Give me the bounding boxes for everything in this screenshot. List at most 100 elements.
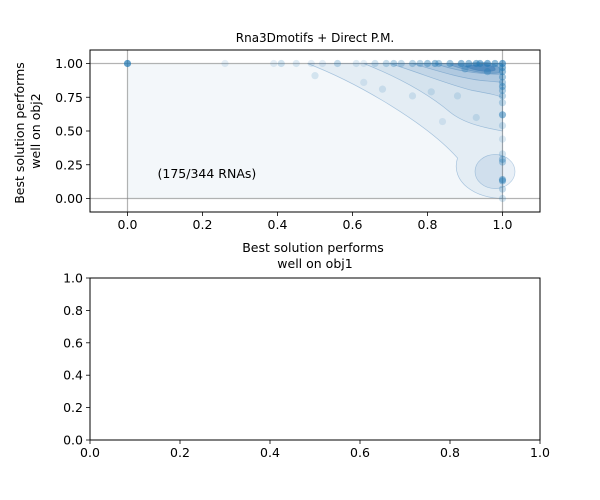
y-tick-label: 1.00 — [55, 56, 83, 71]
x-tick-label: 1.0 — [530, 445, 550, 460]
scatter-point-1 — [221, 59, 229, 68]
contour-level-1 — [307, 63, 503, 199]
scatter-point-52 — [498, 177, 507, 185]
scatter-point-21 — [465, 59, 473, 68]
x-tick-label: 1.0 — [493, 217, 513, 232]
scatter-points — [123, 59, 507, 203]
y-tick-label: 0.00 — [55, 191, 83, 206]
scatter-point-43 — [498, 92, 507, 100]
y-axis-ticks: 0.0 0.2 0.4 0.6 0.8 1.0 — [63, 271, 90, 448]
y-axis-label: Best solution performs well on obj2 — [12, 58, 43, 204]
contour-base-region — [127, 63, 503, 199]
x-tick-label: 0.2 — [170, 445, 190, 460]
scatter-point-48 — [498, 150, 507, 158]
scatter-point-18 — [435, 59, 443, 68]
contour-lower-right — [474, 154, 516, 189]
scatter-point-0 — [123, 59, 132, 68]
y-tick-label: 0.50 — [55, 124, 83, 139]
contour-level-2 — [363, 63, 503, 132]
scatter-point-12 — [390, 59, 398, 68]
x-tick-label: 0.0 — [118, 217, 138, 232]
scatter-point-10 — [371, 59, 379, 68]
scatter-point-40 — [498, 78, 507, 86]
scatter-point-24 — [483, 59, 492, 68]
scatter-point-32 — [453, 92, 462, 100]
x-tick-label: 0.6 — [343, 217, 363, 232]
scatter-point-29 — [408, 92, 417, 100]
x-axis-label-line-1: Best solution performs — [242, 240, 384, 255]
scatter-point-28 — [378, 85, 387, 93]
scatter-point-38 — [498, 68, 507, 76]
scatter-point-3 — [277, 59, 285, 68]
scatter-point-7 — [333, 59, 342, 68]
x-axis-ticks: 0.0 0.2 0.4 0.6 0.8 1.0 — [80, 440, 550, 460]
y-tick-label: 0.25 — [55, 157, 83, 172]
x-tick-label: 0.4 — [260, 445, 280, 460]
y-tick-label: 0.2 — [63, 400, 83, 415]
scatter-point-51 — [498, 176, 507, 184]
x-tick-label: 0.8 — [418, 217, 438, 232]
y-axis-label-line-2: well on obj2 — [28, 93, 43, 168]
scatter-point-25 — [491, 59, 499, 68]
x-tick-label: 0.6 — [350, 445, 370, 460]
scatter-point-19 — [446, 59, 454, 68]
scatter-point-2 — [270, 59, 278, 68]
x-tick-label: 0.0 — [80, 445, 100, 460]
scatter-point-5 — [307, 59, 315, 68]
rna-count-annotation: (175/344 RNAs) — [158, 166, 257, 181]
scatter-point-15 — [416, 59, 424, 68]
scatter-point-49 — [498, 155, 507, 163]
reference-lines — [90, 50, 540, 212]
scatter-point-33 — [472, 113, 480, 122]
scatter-point-16 — [423, 59, 432, 68]
scatter-point-54 — [498, 194, 507, 203]
scatter-point-4 — [292, 59, 300, 68]
x-axis-label-line-2: well on obj1 — [277, 256, 352, 271]
y-tick-label: 0.8 — [63, 303, 83, 318]
contour-level-4 — [412, 63, 503, 83]
scatter-point-39 — [498, 73, 507, 81]
density-contours — [127, 61, 516, 199]
scatter-point-13 — [397, 59, 405, 68]
scatter-point-42 — [498, 86, 507, 95]
scatter-point-45 — [498, 111, 507, 119]
x-axis-label: Best solution performs well on obj1 — [242, 240, 388, 271]
x-tick-label: 0.2 — [193, 217, 213, 232]
chart-title: Rna3Dmotifs + Direct P.M. — [236, 31, 395, 45]
scatter-point-17 — [431, 59, 439, 68]
scatter-point-50 — [498, 158, 507, 166]
bottom-plot-frame — [89, 277, 541, 441]
scatter-point-30 — [427, 88, 435, 96]
y-tick-label: 0.0 — [63, 433, 83, 448]
y-tick-label: 0.75 — [55, 90, 83, 105]
contour-level-3 — [389, 63, 503, 99]
x-tick-label: 0.8 — [440, 445, 460, 460]
scatter-point-31 — [438, 117, 447, 126]
scatter-point-37 — [498, 63, 507, 72]
scatter-point-53 — [498, 185, 507, 193]
y-axis-label-line-1: Best solution performs — [12, 62, 27, 204]
scatter-point-46 — [498, 122, 507, 130]
bottom-subplot: 0.0 0.2 0.4 0.6 0.8 1.0 0.0 0.2 0.4 0.6 0.8 1.0 — [63, 271, 550, 461]
scatter-point-20 — [457, 59, 465, 68]
scatter-point-8 — [352, 59, 360, 68]
top-subplot: 0.0 0.2 0.4 0.6 0.8 1.0 0.000.250.500.751.00 … — [12, 31, 541, 271]
y-tick-label: 0.4 — [63, 368, 83, 383]
x-tick-label: 0.4 — [268, 217, 288, 232]
x-axis-ticks: 0.0 0.2 0.4 0.6 0.8 1.0 — [118, 212, 513, 232]
scatter-point-9 — [360, 59, 368, 68]
scatter-point-44 — [498, 99, 507, 107]
scatter-point-23 — [476, 59, 484, 68]
y-axis-ticks: 0.00 0.25 0.50 0.75 1.00 — [55, 56, 90, 206]
y-tick-label: 1.0 — [63, 271, 83, 286]
scatter-point-11 — [382, 59, 390, 68]
y-tick-label: 0.6 — [63, 335, 83, 350]
scatter-point-14 — [408, 59, 417, 68]
scatter-point-34 — [461, 65, 469, 73]
scatter-point-27 — [360, 78, 368, 86]
scatter-point-47 — [498, 135, 507, 143]
scatter-point-41 — [498, 82, 507, 91]
scatter-point-6 — [318, 59, 327, 68]
scatter-point-35 — [483, 68, 492, 76]
